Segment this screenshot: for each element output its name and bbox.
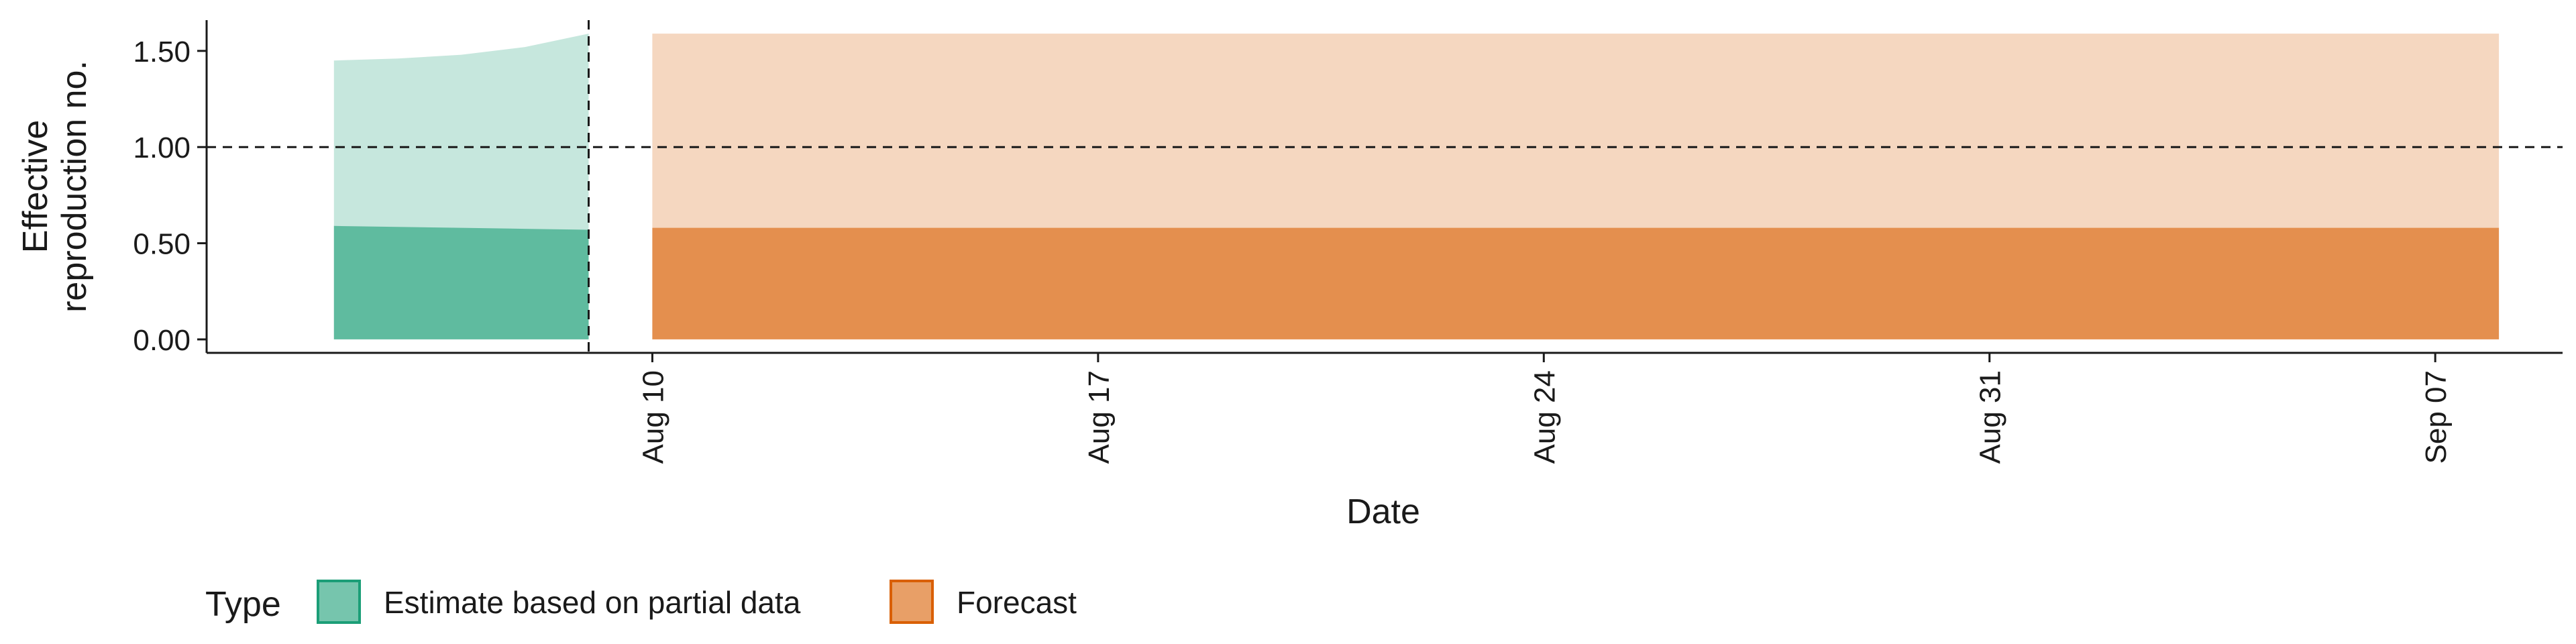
legend-key-forecast (890, 580, 934, 624)
x-axis-ticks: Aug 10 Aug 17 Aug 24 Aug 31 Sep 07 (637, 353, 2453, 464)
estimate-band-inner (333, 225, 589, 339)
y-axis-title-line-1: Effective (16, 120, 55, 253)
legend-label-forecast: Forecast (957, 585, 1077, 620)
legend-label-estimate: Estimate based on partial data (384, 585, 801, 620)
y-tick-label: 0.50 (133, 228, 191, 261)
x-tick-label: Aug 24 (1528, 370, 1561, 464)
x-tick-label: Aug 31 (1974, 370, 2007, 464)
legend: Type Estimate based on partial data Fore… (205, 580, 1077, 624)
reference-lines (207, 20, 2563, 353)
x-tick-label: Aug 17 (1083, 370, 1116, 464)
ribbon-layer (333, 34, 2500, 339)
forecast-band-inner (652, 227, 2500, 339)
legend-title: Type (205, 585, 281, 624)
axes (205, 20, 2563, 354)
x-tick-label: Aug 10 (637, 370, 669, 464)
legend-key-estimate (317, 580, 361, 624)
y-axis-title-line-2: reproduction no. (55, 60, 94, 313)
x-tick-label: Sep 07 (2420, 370, 2453, 464)
y-axis-ticks: 0.00 0.50 1.00 1.50 (133, 36, 207, 357)
y-tick-label: 0.00 (133, 324, 191, 357)
y-axis-title: Effective reproduction no. (16, 60, 94, 313)
x-axis-title: Date (1346, 492, 1420, 531)
y-tick-label: 1.00 (133, 131, 191, 164)
y-tick-label: 1.50 (133, 36, 191, 68)
